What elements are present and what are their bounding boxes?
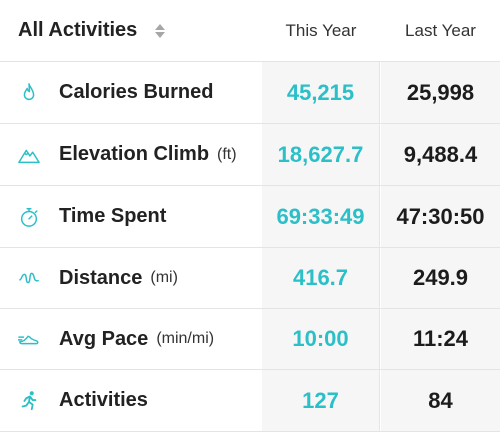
flame-icon (18, 81, 40, 105)
metric-name: Elevation Climb (59, 143, 210, 165)
metric-name: Avg Pace (59, 327, 149, 350)
last-year-value: 9,488.4 (403, 141, 478, 167)
metric-unit: (min/mi) (156, 330, 215, 347)
this-year-column-header: This Year (262, 0, 380, 61)
activity-filter-label: All Activities (18, 19, 138, 41)
metric-name: Distance (59, 266, 143, 289)
stopwatch-icon (18, 205, 40, 229)
metric-name: Time Spent (59, 205, 167, 227)
activity-filter-dropdown[interactable]: All Activities (0, 0, 262, 61)
table-row-time: Time Spent 69:33:49 47:30:50 (0, 186, 500, 248)
shoe-icon (18, 327, 40, 351)
last-year-value: 249.9 (412, 265, 469, 290)
table-row-activities: Activities 127 84 (0, 370, 500, 432)
sort-arrows-icon[interactable] (155, 23, 166, 38)
this-year-value: 127 (302, 387, 339, 413)
runner-icon (18, 389, 40, 413)
this-year-value: 10:00 (292, 326, 349, 351)
table-row-pace: Avg Pace (min/mi) 10:00 11:24 (0, 309, 500, 370)
route-icon (18, 266, 40, 290)
table-header: All Activities This Year Last Year (0, 0, 500, 62)
mountain-icon (18, 143, 40, 167)
last-year-value: 47:30:50 (396, 203, 485, 229)
this-year-value: 45,215 (286, 79, 355, 105)
this-year-value: 416.7 (292, 265, 349, 290)
last-year-value: 25,998 (406, 79, 475, 105)
metric-unit: (ft) (217, 145, 237, 163)
last-year-value: 84 (428, 387, 453, 413)
metric-unit: (mi) (150, 269, 178, 286)
table-row-calories: Calories Burned 45,215 25,998 (0, 62, 500, 124)
table-row-distance: Distance (mi) 416.7 249.9 (0, 248, 500, 309)
last-year-column-header: Last Year (381, 0, 500, 61)
this-year-value: 69:33:49 (276, 203, 365, 229)
metric-name: Calories Burned (59, 81, 214, 103)
metric-name: Activities (59, 389, 148, 411)
last-year-value: 11:24 (412, 326, 469, 351)
this-year-value: 18,627.7 (277, 141, 364, 167)
table-row-elevation: Elevation Climb (ft) 18,627.7 9,488.4 (0, 124, 500, 186)
